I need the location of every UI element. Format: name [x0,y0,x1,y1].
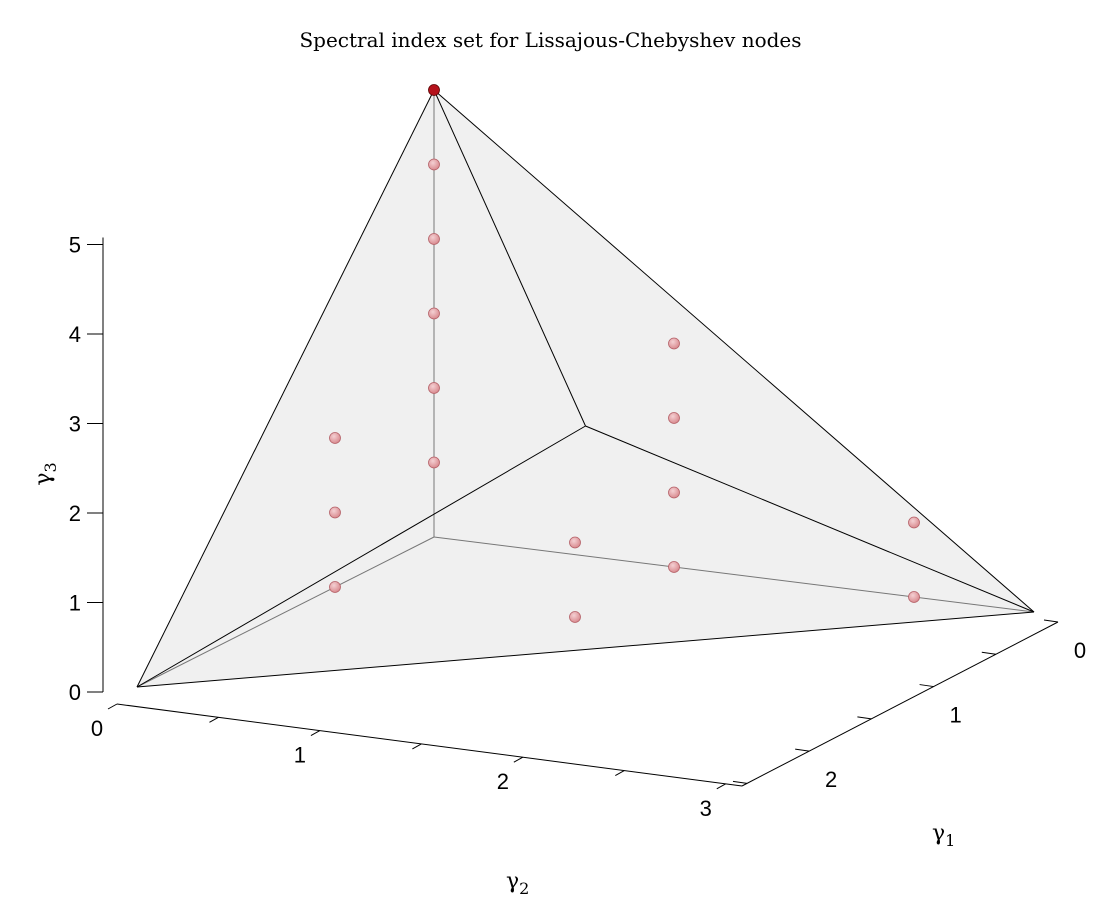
x-tick-label-1: 1 [949,703,961,728]
data-point [428,233,440,245]
x-tick-0 [1043,619,1059,623]
data-point [908,591,920,603]
chart-title: Spectral index set for Lissajous-Chebysh… [299,28,802,52]
data-points [329,84,920,623]
y-tick-2 [310,730,321,737]
polytope-edge-4 [433,89,586,427]
x-tick-label-2: 2 [825,767,837,792]
polytope-edge-2 [433,89,1035,613]
data-point [569,536,581,549]
hidden-edge-1 [433,536,1035,613]
axes: 0 1 2 3 4 5 0 1 2 3 0 1 2 [69,233,1086,821]
y-tick-label-0: 0 [91,716,103,741]
y-tick-label-1: 1 [294,743,306,768]
x-tick-2 [919,684,934,688]
polytope-edge-3 [136,611,1035,688]
data-point [908,516,920,529]
polytope-face-6 [137,426,1034,687]
data-point [668,486,680,499]
x-tick-1 [981,651,996,655]
hidden-edge-2 [136,536,435,688]
y-minor-tick-5 [615,770,625,776]
x-tick-5 [732,780,748,784]
x-tick-4 [795,748,810,752]
y-tick-4 [513,756,524,763]
data-point [329,581,341,593]
data-point [428,307,440,320]
x-tick-label-0: 0 [1074,638,1086,663]
y-tick-label-3: 3 [700,796,712,821]
data-point [668,337,680,350]
data-point [668,561,680,573]
z-tick-label-5: 5 [69,233,81,258]
data-point [668,412,680,424]
data-point [329,432,341,444]
z-tick-label-2: 2 [69,501,81,526]
data-point [569,611,581,623]
y-tick-6 [716,783,727,790]
polytope-face-3 [137,537,1034,687]
data-point [329,506,341,519]
highlighted-point [428,84,440,96]
data-point [428,456,440,469]
y-axis-line [116,703,743,787]
data-point [428,382,440,394]
z-tick-label-3: 3 [69,412,81,437]
polytope-edge-1 [136,89,435,688]
z-tick-label-0: 0 [69,680,81,705]
x-axis-label: γ1 [932,821,955,850]
data-point [428,158,440,171]
y-minor-tick-3 [412,743,422,750]
z-tick-label-1: 1 [69,591,81,616]
polytope-edges [136,89,1035,688]
x-tick-3 [857,716,872,720]
polytope-edge-6 [585,425,1035,613]
polytope-edge-5 [136,425,586,688]
z-axis-label: γ3 [31,462,60,485]
polytope-face-4 [137,90,586,687]
y-axis-label: γ2 [506,869,529,898]
y-minor-tick-1 [209,716,219,723]
polytope-faces [137,90,1034,687]
y-tick-label-2: 2 [497,769,509,794]
y-tick-0 [107,703,118,710]
z-tick-label-4: 4 [69,322,81,347]
x-axis-line [741,621,1059,787]
